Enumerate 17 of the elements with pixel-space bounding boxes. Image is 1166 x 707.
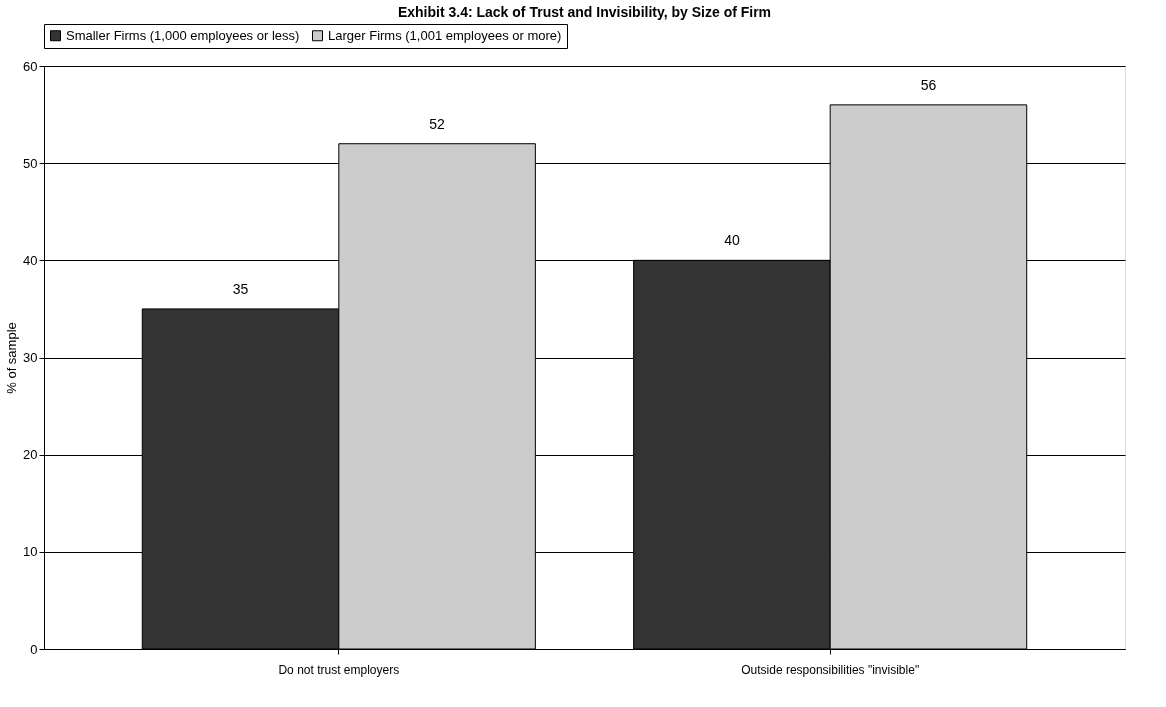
data-label: 35 <box>232 280 249 297</box>
y-tick-label: 0 <box>30 641 38 657</box>
y-tick-label: 40 <box>23 252 38 268</box>
data-label: 56 <box>920 76 937 93</box>
x-tick-label: Do not trust employers <box>278 662 400 677</box>
legend-label: Larger Firms (1,001 employees or more) <box>328 27 562 43</box>
y-axis-title: % of sample <box>4 322 20 394</box>
y-tick-label: 50 <box>23 155 38 171</box>
y-tick-label: 30 <box>23 350 38 365</box>
x-tick-label: Outside responsibilities "invisible" <box>741 662 920 677</box>
y-tick-label: 60 <box>23 58 38 74</box>
y-tick-label: 20 <box>23 447 38 463</box>
chart-title: Exhibit 3.4: Lack of Trust and Invisibility, by Size of Firm <box>397 3 772 20</box>
y-tick-label: 10 <box>23 544 38 560</box>
data-label: 40 <box>724 232 740 249</box>
legend-label: Smaller Firms (1,000 employees or less) <box>66 27 300 43</box>
data-label: 52 <box>429 115 446 132</box>
